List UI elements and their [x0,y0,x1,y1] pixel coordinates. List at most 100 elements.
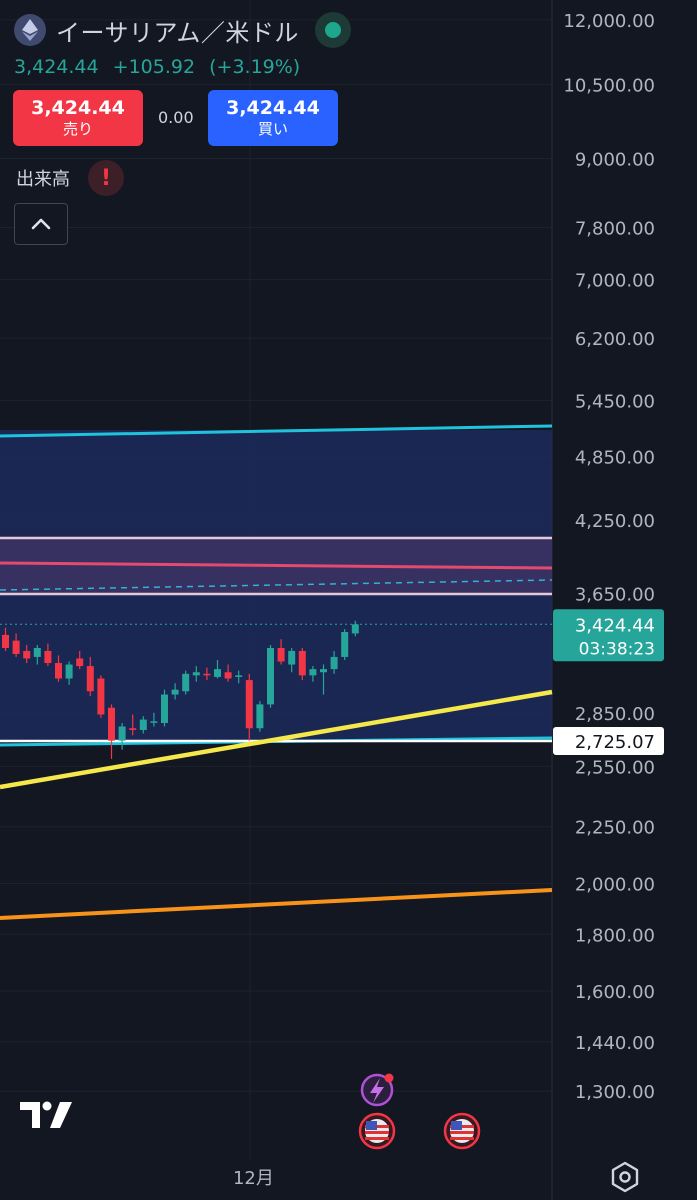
candle-body [55,663,62,679]
candle [256,701,264,732]
candle-body [214,669,221,677]
market-status-indicator[interactable] [314,12,351,48]
candle [224,664,232,682]
candle [182,670,190,695]
market-open-dot [324,22,341,38]
candle-body [235,675,243,677]
flag-canton [451,1121,462,1130]
candle [2,627,9,651]
candle [203,667,211,681]
y-tick-label: 12,000.00 [563,11,655,32]
candle [267,645,274,708]
price-change-pct: (+3.19%) [209,56,301,78]
candle-body [150,721,158,723]
candle [171,683,179,700]
candle-body [351,624,359,634]
flag-stripe [365,1131,389,1134]
flag-canton [366,1121,377,1130]
candle-body [298,650,306,676]
candle-body [86,666,94,692]
sell-price: 3,424.44 [31,97,125,119]
candle-body [320,669,327,673]
y-tick-label: 4,250.00 [575,511,655,532]
symbol-header[interactable]: イーサリアム／米ドル [14,12,351,48]
candle-body [309,669,317,676]
candle [309,666,317,682]
candle [235,670,243,684]
buy-button[interactable]: 3,424.44 買い [208,90,338,146]
y-tick-label: 7,800.00 [575,219,655,240]
candle-body [23,650,31,659]
candle-body [33,647,41,657]
candle [139,716,147,734]
candle [161,689,168,727]
candle-body [267,647,274,705]
candle-body [2,634,9,648]
y-tick-label: 6,200.00 [575,329,655,350]
candle-body [203,673,211,676]
candle [214,659,221,679]
lightning-icon [360,1073,394,1107]
y-tick-label: 1,440.00 [575,1033,655,1054]
notification-dot [384,1073,394,1083]
symbol-title: イーサリアム／米ドル [56,18,299,47]
sell-button[interactable]: 3,424.44 売り [13,90,143,146]
sell-label: 売り [62,120,93,138]
volume-indicator-row[interactable]: 出来高 ! [16,160,124,196]
spread-value: 0.00 [158,108,194,127]
y-tick-label: 2,000.00 [575,874,655,895]
candle-body [245,680,253,729]
candle [129,714,137,736]
lightning-bolt [370,1078,384,1103]
candle-body [224,672,232,679]
x-tick-label: 12月 [233,1168,274,1189]
chart-settings-button[interactable] [608,1160,642,1198]
candle [55,655,62,682]
y-tick-label: 1,600.00 [575,982,655,1003]
chevron-up-icon [31,218,51,230]
candle [108,704,115,759]
pink-level-line [0,561,553,570]
marked-price-tag [553,727,664,755]
candle-body [192,672,200,676]
candle [351,620,359,637]
buy-label: 買い [257,120,288,138]
price-summary: 3,424.44 +105.92 (+3.19%) [14,56,308,78]
volume-label: 出来高 [16,169,70,190]
collapse-legend-button[interactable] [14,203,68,245]
candle [33,645,41,665]
candle [86,656,94,697]
y-tick-label: 3,650.00 [575,585,655,606]
candle-body [161,694,168,724]
candle-body [118,726,126,741]
us-flag-icon [358,1112,396,1150]
countdown-label: 03:38:23 [579,639,655,659]
warning-icon[interactable]: ! [88,160,124,196]
candle [245,673,253,741]
candle-body [182,673,190,692]
candle [23,645,31,664]
y-tick-label: 10,500.00 [563,75,655,96]
gear-icon [611,1161,639,1193]
yellow-trendline [0,689,553,790]
candle [320,664,327,695]
y-tick-label: 2,850.00 [575,704,655,725]
flag-stripe [365,1137,389,1140]
y-tick-label: 7,000.00 [575,271,655,292]
candle-body [129,728,137,730]
y-tick-label: 9,000.00 [575,150,655,171]
tradingview-logo[interactable] [20,1100,72,1134]
candle [341,629,349,660]
flag-stripe [450,1131,474,1134]
y-tick-label: 1,300.00 [575,1082,655,1103]
marked-price-label: 2,725.07 [575,732,655,753]
orange-trendline [0,888,553,920]
flag-stripe [450,1137,474,1140]
candle-body [97,678,105,715]
candle [97,675,105,718]
candle [12,633,20,657]
candle-body [171,689,179,695]
y-tick-label: 2,550.00 [575,757,655,778]
channel-top-line [0,424,553,438]
